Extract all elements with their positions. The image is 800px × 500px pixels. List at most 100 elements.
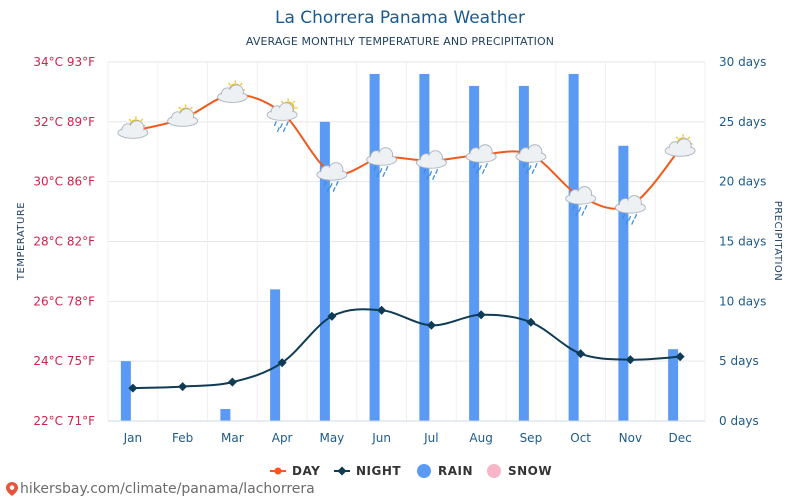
rain-drop [432,175,436,180]
cloud-fill [628,197,641,210]
rain-drop [285,121,289,127]
rain-bar [469,85,480,421]
cloud-fill [479,146,492,159]
right-tick-label: 15 days [719,235,766,249]
cloud-shape [316,162,348,181]
sun-ray [190,106,193,110]
rain-drop [581,210,585,216]
legend-marker [337,466,347,476]
rain-bar [220,409,231,421]
rain-icon [614,195,646,225]
axes: 22°C 71°F 24°C 75°F 26°C 78°F 28°C 82°F 30°C… [16,55,783,445]
rain-drop [522,163,526,168]
legend-marker [274,467,282,475]
rain-icon [316,162,348,192]
rain-drop [376,172,380,177]
x-tick-label: Sep [520,431,543,445]
cloud-fill [570,191,581,202]
x-tick-label: May [319,431,344,445]
chart-subtitle: AVERAGE MONTHLY TEMPERATURE AND PRECIPIT… [245,35,555,48]
night-point [227,377,237,387]
rain-drop [373,166,377,171]
rain-drop [575,210,579,216]
rain-drop [584,204,588,210]
x-tick-label: Dec [669,431,692,445]
sun-cloud-icon [167,104,199,127]
rain-drop [528,165,532,170]
rain-drop [484,163,488,168]
left-axis-title: TEMPERATURE [16,202,27,281]
rain-drop [622,213,626,219]
rain-drop [276,127,280,133]
legend-item-night: NIGHT [334,464,401,478]
right-tick-label: 5 days [719,354,759,368]
cloud-fill [222,89,233,100]
rain-bar [319,121,330,421]
legend-label: SNOW [508,464,552,478]
rain-icon [366,147,398,177]
x-tick-label: Feb [172,431,193,445]
rain-icon [565,186,597,216]
rain-drop [534,163,538,168]
legend-label: NIGHT [356,464,401,478]
rain-drop [472,163,476,168]
source-footer[interactable]: hikersbay.com/climate/panama/lachorrera [6,481,315,497]
rain-icon [465,144,497,174]
left-tick-label: 26°C 78°F [33,294,95,308]
sun-rain-icon [266,98,298,133]
sun-ray [228,82,231,86]
sun-ray [292,100,296,104]
night-point [128,383,138,393]
cloud-shape [266,102,298,121]
cloud-fill [272,107,283,118]
rain-icon [415,150,447,180]
rain-bar [369,73,380,421]
cloud-fill [230,86,243,99]
cloud-shape [565,186,597,205]
rain-drop [435,169,439,174]
legend-label: RAIN [438,464,473,478]
cloud-fill [678,140,691,153]
x-tick-label: Nov [619,431,642,445]
rain-drop [475,169,479,174]
cloud-fill [429,152,442,165]
cloud-shape [117,120,149,139]
rain-drop [335,181,339,186]
rain-drop [273,121,277,127]
location-pin-icon [6,482,18,496]
sun-cloud-icon [216,80,248,103]
rain-drop [323,181,327,186]
rain-bar [668,349,679,421]
left-tick-label: 34°C 93°F [33,55,95,69]
right-axis-title: PRECIPITATION [772,201,783,282]
source-url[interactable]: hikersbay.com/climate/panama/lachorrera [20,481,315,497]
rain-drop [631,219,635,225]
sun-ray [128,118,132,122]
rain-drop [426,175,430,180]
cloud-fill [528,146,541,159]
rain-drop [531,169,535,174]
left-tick-label: 22°C 71°F [33,414,95,428]
rain-drop [385,166,389,171]
sun-cloud-icon [117,116,149,139]
cloud-shape [216,84,248,103]
cloud-fill [122,125,133,136]
legend-marker [487,464,501,478]
rain-drop [382,172,386,177]
rain-bar [270,289,281,421]
cloud-shape [614,195,646,214]
chart-title: La Chorrera Panama Weather [275,8,525,28]
cloud-shape [415,150,447,169]
cloud-fill [321,167,332,178]
cloud-shape [465,144,497,163]
rain-drop [481,169,485,174]
cloud-fill [172,113,183,124]
sun-ray [239,82,243,86]
rain-drop [478,165,482,170]
cloud-fill [520,149,531,160]
cloud-fill [329,164,342,177]
x-tick-label: Jun [371,431,391,445]
rain-bar [419,73,430,421]
legend-item-snow: SNOW [487,464,552,478]
right-tick-label: 10 days [719,294,766,308]
